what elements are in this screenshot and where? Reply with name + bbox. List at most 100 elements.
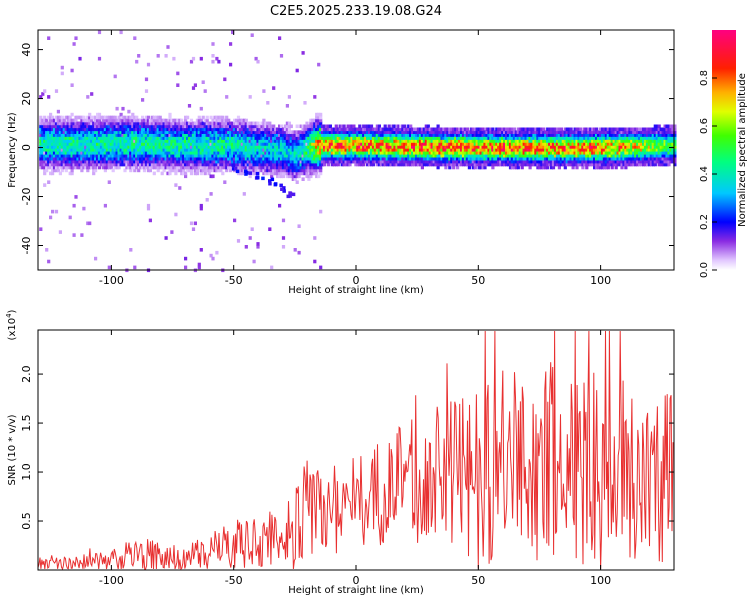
heatmap-cell <box>43 171 47 176</box>
heatmap-cell <box>481 162 485 167</box>
heatmap-cell <box>595 153 599 158</box>
heatmap-cell <box>152 156 156 161</box>
heatmap-cell <box>381 145 385 149</box>
heatmap-cell <box>293 151 297 155</box>
heatmap-cell <box>428 159 432 164</box>
heatmap-cell <box>221 162 225 167</box>
heatmap-cell <box>207 162 211 167</box>
heatmap-cell <box>501 139 505 143</box>
heatmap-cell <box>219 142 223 146</box>
heatmap-cell <box>518 151 522 155</box>
heatmap-cell <box>373 136 378 140</box>
heatmap-cell <box>393 133 397 137</box>
heatmap-cell <box>309 151 313 155</box>
heatmap-cell <box>448 130 452 134</box>
heatmap-cell <box>348 156 352 161</box>
heatmap-cell <box>432 162 436 167</box>
heatmap-cell <box>152 118 156 123</box>
heatmap-cell <box>366 162 370 167</box>
heatmap-cell <box>174 118 178 123</box>
heatmap-cell <box>426 162 430 167</box>
heatmap-cell <box>645 142 650 146</box>
heatmap-cell <box>150 142 154 146</box>
heatmap-cell <box>622 136 626 140</box>
heatmap-cell <box>154 162 158 167</box>
heatmap-cell <box>510 142 514 146</box>
heatmap-cell <box>518 142 522 146</box>
heatmap-cell <box>520 136 524 140</box>
heatmap-cell <box>311 156 315 161</box>
heatmap-cell <box>225 130 229 134</box>
heatmap-cell <box>375 162 379 167</box>
heatmap-cell <box>178 156 182 161</box>
heatmap-cell <box>614 145 618 149</box>
heatmap-cell <box>324 151 329 155</box>
heatmap-cell <box>616 136 620 140</box>
heatmap-cell <box>467 145 471 149</box>
heatmap-cell <box>203 127 207 132</box>
heatmap-cell <box>207 159 211 164</box>
heatmap-cell <box>538 142 542 146</box>
heatmap-cell <box>636 151 640 155</box>
heatmap-cell <box>49 215 53 220</box>
heatmap-cell <box>323 130 327 134</box>
heatmap-cell <box>262 162 266 167</box>
heatmap-cell <box>246 162 250 167</box>
heatmap-cell <box>397 153 401 158</box>
heatmap-cell <box>227 156 231 161</box>
heatmap-cell <box>546 136 550 140</box>
heatmap-cell <box>311 148 315 152</box>
heatmap-cell <box>211 139 215 143</box>
heatmap-cell <box>199 124 203 129</box>
heatmap-cell <box>279 54 284 58</box>
heatmap-cell <box>428 136 432 140</box>
heatmap-cell <box>47 139 51 143</box>
heatmap-cell <box>628 142 632 146</box>
heatmap-cell <box>285 162 289 167</box>
heatmap-cell <box>366 148 370 152</box>
heatmap-cell <box>170 121 174 126</box>
heatmap-cell <box>350 151 354 155</box>
heatmap-cell <box>129 145 133 149</box>
heatmap-cell <box>41 130 45 134</box>
heatmap-cell <box>90 118 94 123</box>
heatmap-cell <box>244 121 248 126</box>
heatmap-cell <box>385 156 389 161</box>
heatmap-cell <box>154 121 158 126</box>
heatmap-cell <box>84 148 88 152</box>
heatmap-cell <box>78 124 82 129</box>
heatmap-cell <box>45 118 49 123</box>
heatmap-cell <box>107 118 111 123</box>
heatmap-cell <box>512 139 516 143</box>
heatmap-cell <box>180 130 184 134</box>
heatmap-cell <box>209 133 213 137</box>
heatmap-cell <box>78 142 82 146</box>
heatmap-cell <box>270 127 274 132</box>
heatmap-cell <box>497 159 501 164</box>
heatmap-cell <box>76 145 80 149</box>
heatmap-cell <box>186 162 190 167</box>
heatmap-cell <box>379 133 383 137</box>
heatmap-cell <box>548 142 552 146</box>
heatmap-cell <box>534 139 538 143</box>
heatmap-cell <box>452 165 456 170</box>
heatmap-cell <box>528 142 532 146</box>
heatmap-cell <box>626 142 630 146</box>
heatmap-cell <box>103 115 107 120</box>
heatmap-cell <box>444 156 448 161</box>
heatmap-cell <box>52 151 57 155</box>
heatmap-cell <box>469 130 473 134</box>
heatmap-cell <box>125 136 129 140</box>
heatmap-cell <box>279 130 284 134</box>
heatmap-cell <box>264 168 268 173</box>
heatmap-cell <box>540 151 544 155</box>
heatmap-cell <box>135 115 139 120</box>
heatmap-cell <box>483 148 487 152</box>
heatmap-cell <box>193 127 197 132</box>
heatmap-cell <box>62 127 66 132</box>
heatmap-cell <box>622 139 626 143</box>
heatmap-cell <box>444 130 448 134</box>
heatmap-cell <box>614 139 618 143</box>
heatmap-cell <box>493 145 497 149</box>
heatmap-cell <box>127 139 131 143</box>
